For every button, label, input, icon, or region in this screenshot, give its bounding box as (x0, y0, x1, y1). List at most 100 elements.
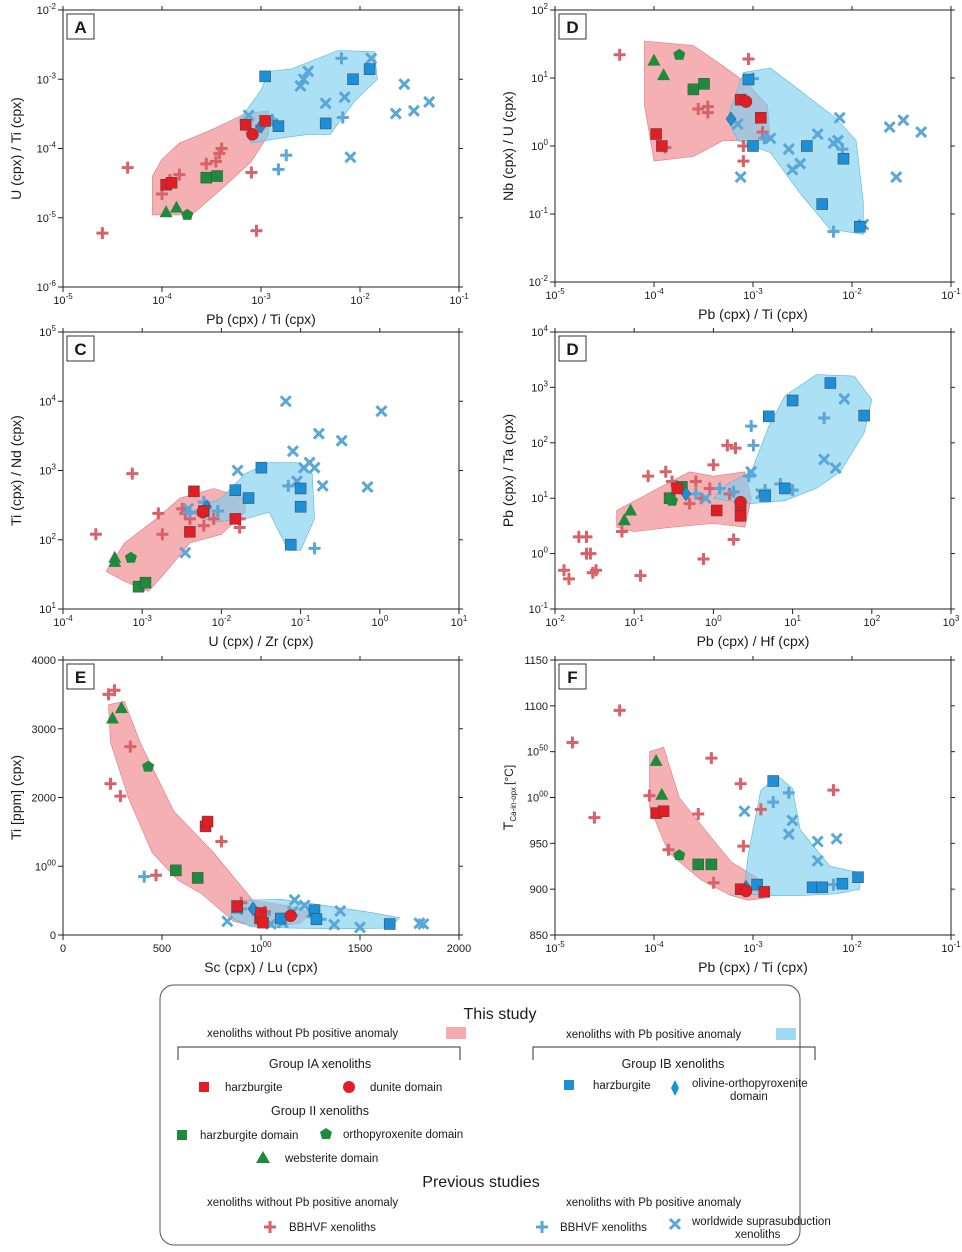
data-point (665, 494, 678, 506)
data-point (562, 572, 575, 585)
region-with-anomaly (726, 67, 864, 235)
legend-worldwide: worldwide suprasubduction xenoliths (668, 1216, 831, 1241)
series-ii-harzburgite-domain (200, 170, 223, 184)
data-point (211, 170, 223, 182)
x-axis-label: Sc (cpx) / Lu (cpx) (204, 959, 318, 975)
y-tick-label: 104 (39, 393, 56, 408)
data-point (657, 68, 671, 81)
data-point (758, 886, 771, 898)
y-axis-label: U (cpx) / Ti (cpx) (8, 97, 24, 200)
data-point (336, 111, 349, 124)
data-point (692, 103, 705, 116)
series-ib-harzburgite (229, 461, 307, 551)
y-tick-label: 102 (531, 2, 548, 17)
data-point (200, 157, 213, 170)
data-point (759, 490, 771, 502)
data-point (738, 805, 751, 818)
series-ia-harzburgite (160, 115, 271, 191)
data-point (124, 551, 137, 563)
pink-cross-icon (264, 1221, 276, 1233)
data-point (758, 132, 771, 145)
chart-panels: 10-5 10-4 10-3 10-2 10-110-610-510-410-310-2… (8, 2, 961, 975)
data-point (288, 893, 301, 906)
y-tick-label: 1050 (527, 744, 549, 759)
y-tick-label: 1000 (527, 790, 549, 805)
panel-letter: A (74, 18, 86, 37)
y-tick-label: 10-1 (529, 206, 549, 221)
legend-without-anomaly: xenoliths without Pb positive anomaly (207, 1028, 398, 1040)
data-point (831, 134, 844, 147)
data-point (756, 126, 769, 139)
series-ii-websterite-domain (159, 200, 183, 218)
data-point (662, 843, 675, 856)
data-point (737, 840, 750, 853)
legend-ii-harzburgite: harzburgite domain (177, 1130, 298, 1142)
series-ib-harzburgite (759, 377, 870, 502)
legend-bbhvf-label-1: BBHVF xenoliths (289, 1222, 376, 1234)
data-point (689, 487, 702, 500)
data-point (657, 805, 670, 817)
data-point (656, 140, 668, 152)
series-bbhvf-xenoliths-no-anomaly (96, 124, 263, 240)
data-point (613, 704, 626, 717)
legend-with-anomaly: xenoliths with Pb positive anomaly (566, 1029, 741, 1041)
data-point (673, 48, 686, 60)
data-point (673, 849, 686, 861)
x-tick-label: 101 (451, 614, 468, 629)
markers (89, 395, 388, 593)
data-point (294, 500, 307, 513)
data-point (734, 777, 747, 790)
data-point (713, 482, 726, 495)
data-point (786, 814, 799, 827)
region-without-anomaly (108, 700, 311, 929)
green-pentagon-icon (320, 1128, 332, 1139)
data-point (558, 564, 571, 577)
data-point (201, 815, 214, 828)
data-point (794, 157, 807, 170)
x-tick-label: 10-1 (941, 940, 961, 955)
x-tick-label: 10-2 (212, 614, 232, 629)
data-point (215, 142, 228, 155)
data-point (389, 107, 402, 120)
x-tick-label: 103 (943, 614, 960, 629)
red-circle-icon (343, 1081, 355, 1093)
panel-letter-box (66, 663, 95, 690)
y-tick-label: 102 (39, 532, 56, 547)
x-tick-label: 10-1 (625, 614, 645, 629)
data-point (211, 505, 224, 518)
data-point (184, 526, 196, 538)
data-point (169, 200, 183, 213)
data-point (683, 497, 696, 510)
x-axis-label: Pb (cpx) / Hf (cpx) (697, 633, 810, 649)
legend-box (159, 984, 801, 1246)
data-point (361, 480, 374, 493)
data-point (126, 467, 139, 480)
x-tick-label: 10-5 (545, 940, 565, 955)
data-point (229, 484, 242, 496)
data-point (209, 155, 222, 168)
green-square-icon (177, 1130, 187, 1140)
x-tick-label: 0 (60, 943, 66, 955)
legend-group-ia: Group IA xenoliths (269, 1057, 371, 1071)
data-point (308, 461, 321, 474)
data-point (150, 869, 163, 882)
x-tick-label: 500 (153, 943, 171, 955)
y-tick-label: 10-5 (37, 210, 57, 225)
legend-blue-region-swatch (776, 1028, 796, 1040)
panel-letter: C (74, 340, 86, 359)
data-point (710, 504, 723, 517)
data-point (617, 513, 631, 526)
data-point (655, 787, 669, 800)
legend-ib-olivine-label-1: olivine-orthopyroxenite (692, 1078, 808, 1090)
data-point (642, 470, 655, 483)
data-point (286, 445, 299, 458)
data-point (818, 412, 831, 425)
data-point (259, 115, 271, 127)
data-point (139, 576, 152, 589)
panel-letter-box (66, 13, 95, 40)
x-tick-label: 10-3 (133, 614, 153, 629)
data-point (833, 111, 846, 124)
data-point (763, 410, 775, 423)
data-point (739, 95, 753, 108)
